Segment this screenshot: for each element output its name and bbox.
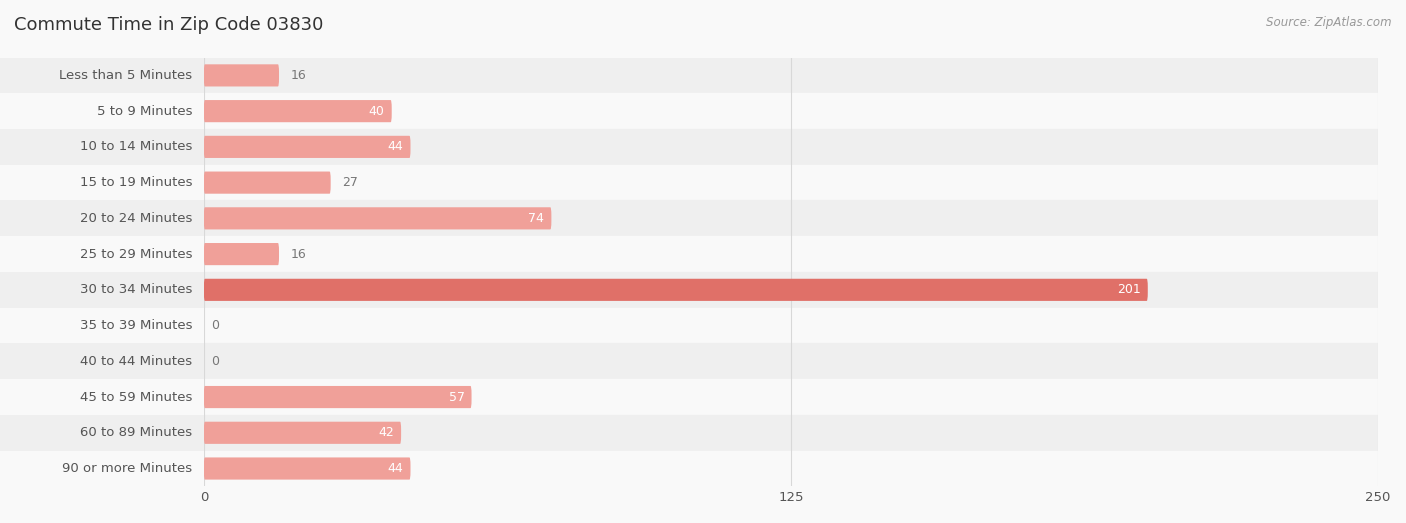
FancyBboxPatch shape <box>204 100 392 122</box>
Text: 0: 0 <box>211 319 219 332</box>
Bar <box>204 415 1378 451</box>
Bar <box>204 58 1378 93</box>
Text: 16: 16 <box>291 247 307 260</box>
Text: 35 to 39 Minutes: 35 to 39 Minutes <box>80 319 193 332</box>
Text: 15 to 19 Minutes: 15 to 19 Minutes <box>80 176 193 189</box>
Bar <box>204 129 1378 165</box>
Bar <box>204 344 1378 379</box>
Bar <box>204 165 1378 200</box>
Text: 25 to 29 Minutes: 25 to 29 Minutes <box>80 247 193 260</box>
Text: 0: 0 <box>211 355 219 368</box>
Bar <box>204 93 1378 129</box>
FancyBboxPatch shape <box>204 136 411 158</box>
FancyBboxPatch shape <box>204 64 278 86</box>
Text: 57: 57 <box>449 391 464 404</box>
Text: 90 or more Minutes: 90 or more Minutes <box>62 462 193 475</box>
Bar <box>204 308 1378 344</box>
FancyBboxPatch shape <box>204 422 401 444</box>
Bar <box>204 272 1378 308</box>
Bar <box>204 379 1378 415</box>
Text: 42: 42 <box>378 426 394 439</box>
Text: 45 to 59 Minutes: 45 to 59 Minutes <box>80 391 193 404</box>
Text: 30 to 34 Minutes: 30 to 34 Minutes <box>80 283 193 297</box>
FancyBboxPatch shape <box>204 386 471 408</box>
Text: 44: 44 <box>388 462 404 475</box>
Text: Less than 5 Minutes: Less than 5 Minutes <box>59 69 193 82</box>
Bar <box>204 451 1378 486</box>
FancyBboxPatch shape <box>204 458 411 480</box>
Text: 16: 16 <box>291 69 307 82</box>
Text: Source: ZipAtlas.com: Source: ZipAtlas.com <box>1267 16 1392 29</box>
FancyBboxPatch shape <box>204 172 330 194</box>
FancyBboxPatch shape <box>204 207 551 230</box>
Text: 5 to 9 Minutes: 5 to 9 Minutes <box>97 105 193 118</box>
Bar <box>204 236 1378 272</box>
FancyBboxPatch shape <box>204 279 1147 301</box>
FancyBboxPatch shape <box>204 243 278 265</box>
Bar <box>204 200 1378 236</box>
Text: 10 to 14 Minutes: 10 to 14 Minutes <box>80 140 193 153</box>
Text: 20 to 24 Minutes: 20 to 24 Minutes <box>80 212 193 225</box>
Text: Commute Time in Zip Code 03830: Commute Time in Zip Code 03830 <box>14 16 323 33</box>
Text: 40 to 44 Minutes: 40 to 44 Minutes <box>80 355 193 368</box>
Text: 27: 27 <box>343 176 359 189</box>
Text: 74: 74 <box>529 212 544 225</box>
Text: 44: 44 <box>388 140 404 153</box>
Text: 60 to 89 Minutes: 60 to 89 Minutes <box>80 426 193 439</box>
Text: 201: 201 <box>1116 283 1140 297</box>
Text: 40: 40 <box>368 105 385 118</box>
